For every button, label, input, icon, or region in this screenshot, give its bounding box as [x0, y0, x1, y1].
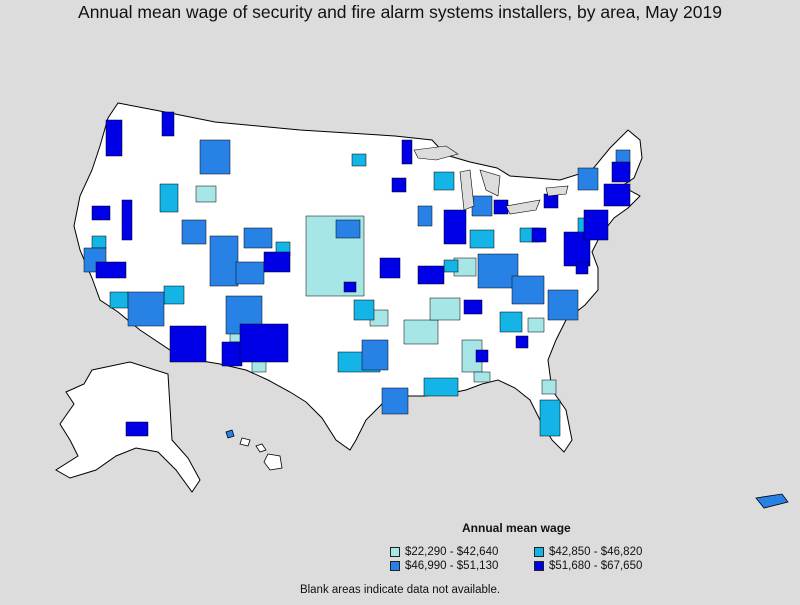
wage-areas — [83, 111, 631, 437]
footnote: Blank areas indicate data not available. — [299, 584, 501, 596]
legend-swatch-1 — [390, 547, 400, 557]
alaska-area-1 — [125, 421, 149, 437]
legend-label-4: $51,680 - $67,650 — [549, 560, 643, 572]
puerto-rico-shape — [755, 493, 789, 509]
legend-swatch-4 — [534, 561, 544, 571]
legend-item-3: $46,990 - $51,130 — [390, 560, 498, 572]
legend-item-4: $51,680 - $67,650 — [534, 560, 642, 572]
legend-label-1: $22,290 - $42,640 — [405, 546, 499, 558]
legend-label-2: $42,850 - $46,820 — [549, 546, 643, 558]
hawaii-shape — [225, 429, 283, 471]
great-lakes — [413, 145, 569, 215]
legend-swatch-2 — [534, 547, 544, 557]
legend-title: Annual mean wage — [462, 521, 571, 535]
legend-item-2: $42,850 - $46,820 — [534, 546, 642, 558]
legend-label-3: $46,990 - $51,130 — [405, 560, 499, 572]
legend-item-1: $22,290 - $42,640 — [390, 546, 498, 558]
map-title: Annual mean wage of security and fire al… — [78, 2, 722, 22]
legend-swatch-3 — [390, 561, 400, 571]
